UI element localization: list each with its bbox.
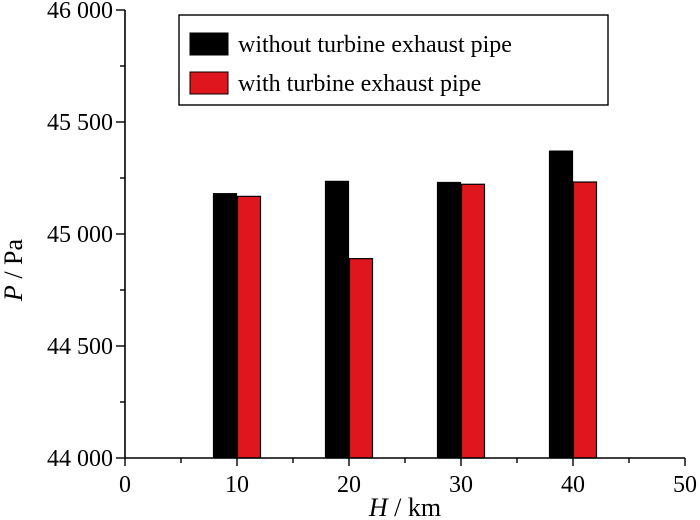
x-tick-label: 20 [337, 472, 361, 498]
legend-box [178, 14, 609, 106]
bars-group [212, 150, 598, 459]
bar-without-10 [212, 193, 238, 459]
bar-with-20 [348, 258, 374, 459]
legend-swatch-with [189, 71, 229, 95]
y-tick-label: 44 500 [47, 334, 113, 360]
x-tick-label: 10 [225, 472, 249, 498]
x-tick-label: 40 [561, 472, 585, 498]
bar-without-30 [436, 181, 462, 459]
y-tick-label: 46 000 [47, 0, 113, 24]
ticks-group: 44 000 44 500 45 000 45 500 46 000 0 10 20 30 40 5… [47, 0, 697, 498]
y-tick-label: 44 000 [47, 446, 113, 472]
x-tick-label: 30 [449, 472, 473, 498]
y-tick-label: 45 500 [47, 110, 113, 136]
x-tick-label: 0 [119, 472, 131, 498]
legend-swatch-without [189, 32, 229, 56]
legend-label-with: with turbine exhaust pipe [238, 71, 481, 97]
bar-with-30 [460, 183, 486, 459]
bar-with-40 [572, 181, 598, 459]
y-tick-label: 45 000 [47, 222, 113, 248]
x-tick-label: 50 [673, 472, 697, 498]
bar-with-10 [236, 195, 262, 459]
legend: without turbine exhaust pipe with turbin… [178, 14, 609, 106]
bar-without-40 [548, 150, 574, 459]
legend-label-without: without turbine exhaust pipe [238, 32, 512, 58]
y-axis-title: P / Pa [0, 238, 28, 302]
x-axis-title: H / km [368, 493, 441, 520]
bar-without-20 [324, 180, 350, 459]
